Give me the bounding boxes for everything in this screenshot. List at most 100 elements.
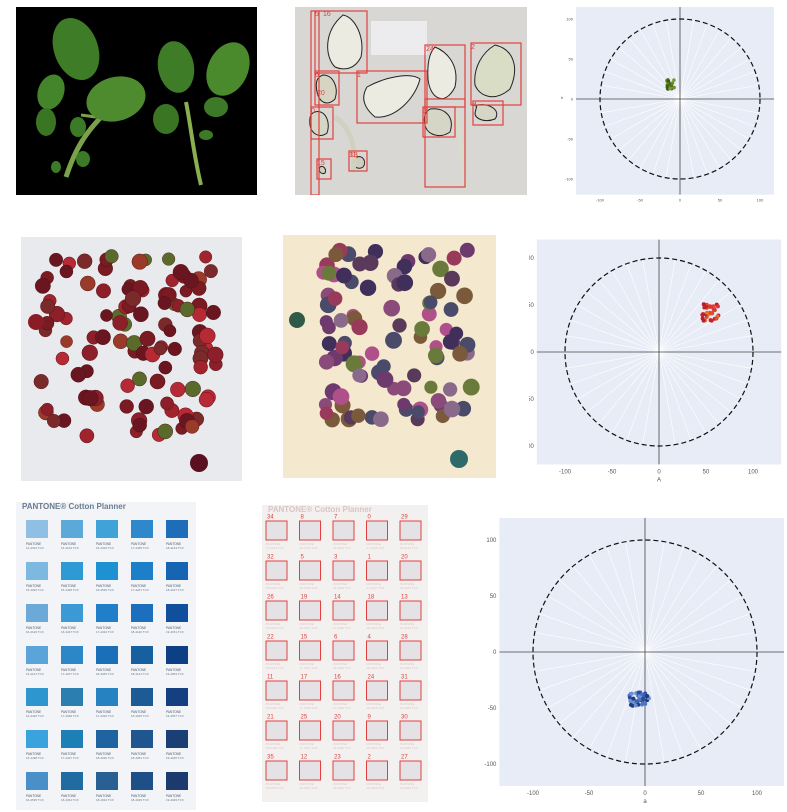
- radial-gridline: [658, 351, 707, 434]
- swatch-brand: PANTONE: [131, 542, 146, 546]
- x-tick-label: 0: [679, 198, 682, 202]
- berry: [190, 454, 208, 472]
- radial-gridline: [628, 98, 681, 161]
- berry: [112, 333, 129, 350]
- berry-mask: [385, 331, 402, 349]
- swatch-index-label: 32: [267, 555, 274, 561]
- radial-gridline: [658, 351, 692, 441]
- y-tick-label: 0: [571, 96, 574, 101]
- berry-mask: [392, 318, 407, 333]
- data-point: [640, 698, 645, 703]
- radial-gridline: [577, 304, 660, 353]
- berry-mask: [396, 258, 413, 275]
- swatch-code: 17-4247 TCX: [367, 586, 385, 590]
- y-tick-label: 50: [569, 56, 574, 61]
- berry: [55, 351, 70, 366]
- chroma-circle: [564, 257, 754, 447]
- swatch-code: 16-4141 TCX: [266, 666, 284, 670]
- swatch-box: [299, 600, 321, 621]
- berry: [133, 306, 149, 323]
- pantone-swatch: [131, 562, 153, 580]
- radial-gridline: [679, 98, 756, 127]
- data-point: [633, 703, 638, 708]
- berry: [124, 290, 142, 307]
- data-point: [627, 695, 632, 700]
- swatch-brand: PANTONE: [266, 622, 280, 626]
- radial-gridline: [642, 259, 660, 353]
- berry-mask: [446, 250, 462, 266]
- radial-gridline: [570, 351, 660, 385]
- radial-gridline: [644, 651, 665, 763]
- berry-mask: [351, 318, 368, 336]
- berry: [132, 371, 147, 387]
- berry-mask: [423, 295, 438, 310]
- radial-gridline: [658, 259, 676, 353]
- berry: [167, 341, 182, 356]
- swatch-box: [332, 760, 355, 781]
- radial-gridline: [644, 651, 731, 725]
- swatch-index-label: 29: [401, 515, 408, 521]
- swatch-brand: PANTONE: [400, 702, 414, 706]
- swatch-index-label: 20: [401, 555, 408, 561]
- swatch-code: 18-4330 TCX: [96, 756, 114, 760]
- berry-mask: [319, 406, 334, 421]
- radial-gridline: [644, 632, 756, 653]
- swatch-brand: PANTONE: [266, 702, 280, 706]
- radial-gridline: [644, 651, 718, 738]
- swatch-code: 18-4045 TCX: [333, 666, 351, 670]
- swatch-index-label: 4: [368, 635, 372, 641]
- swatch-code: 18-4143 TCX: [400, 546, 418, 550]
- swatch-box: [265, 760, 288, 781]
- data-point: [628, 702, 633, 707]
- radial-gridline: [610, 98, 681, 140]
- pantone-swatch: [131, 604, 153, 622]
- berry: [184, 380, 201, 398]
- swatch-box: [332, 640, 355, 661]
- swatch-brand: PANTONE: [26, 752, 41, 756]
- y-tick-label: -50: [488, 706, 497, 712]
- swatch-index-label: 2: [368, 755, 372, 761]
- pantone-swatch: [96, 730, 118, 748]
- swatch-box: [366, 760, 388, 781]
- swatch-brand: PANTONE: [400, 622, 414, 626]
- swatch-box: [299, 680, 321, 701]
- berry-mask: [411, 405, 425, 419]
- swatch-index-label: 35: [267, 755, 274, 761]
- swatch-brand: PANTONE: [166, 710, 181, 714]
- pantone-swatch: [26, 646, 48, 664]
- berry-mask: [449, 326, 464, 341]
- swatch-box: [299, 720, 321, 741]
- pantone-swatch: [166, 730, 188, 748]
- data-point: [666, 79, 671, 83]
- radial-gridline: [618, 98, 681, 151]
- radial-gridline: [658, 335, 752, 353]
- chroma-circle: [599, 18, 761, 180]
- radial-gridline: [658, 351, 748, 385]
- pantone-segmentation-image: PANTONE® Cotton Planner 34 PANTONE 14-4313…: [262, 505, 428, 802]
- leaf-label: 15: [317, 160, 325, 167]
- berry: [199, 327, 216, 344]
- swatch-brand: PANTONE: [300, 742, 314, 746]
- radial-gridline: [644, 579, 731, 653]
- pantone-title: PANTONE® Cotton Planner: [22, 502, 126, 511]
- swatch-code: 16-4536 TCX: [333, 586, 351, 590]
- berry: [139, 330, 156, 347]
- radial-gridline: [586, 351, 660, 413]
- swatch-box: [366, 720, 388, 741]
- radial-gridline: [679, 20, 695, 100]
- radial-gridline: [679, 98, 732, 161]
- swatch-box: [265, 720, 288, 741]
- pantone-swatch: [61, 772, 83, 790]
- berry: [104, 249, 119, 264]
- swatch-index-label: 28: [401, 635, 408, 641]
- radial-gridline: [658, 351, 732, 413]
- berry: [205, 304, 221, 321]
- swatch-code: 18-4045 TCX: [96, 672, 114, 676]
- swatch-index-label: 7: [334, 515, 338, 521]
- berry-mask: [327, 291, 343, 306]
- data-point: [715, 304, 720, 309]
- swatch-index-label: 27: [401, 755, 408, 761]
- swatch-brand: PANTONE: [266, 582, 280, 586]
